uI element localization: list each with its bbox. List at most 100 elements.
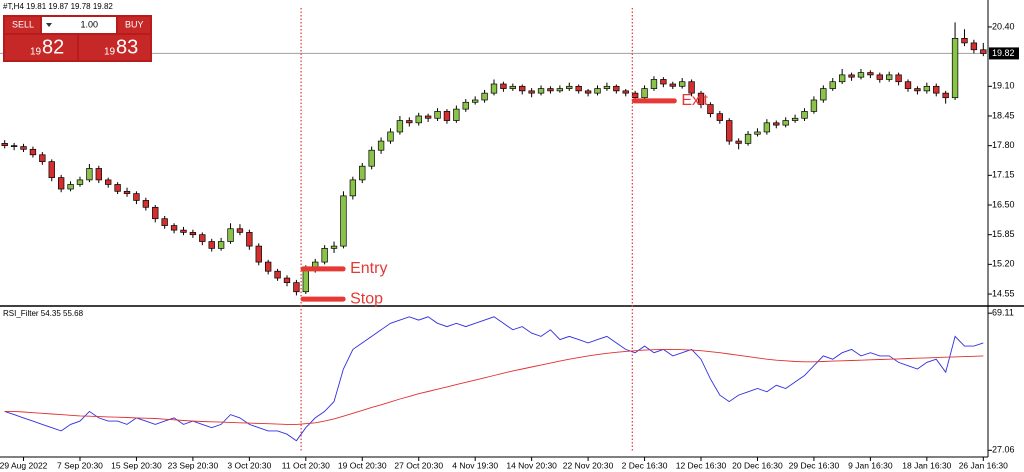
- candle-body: [537, 88, 545, 94]
- x-tick-label: 15 Sep 20:30: [111, 460, 162, 470]
- candle-body: [472, 99, 479, 103]
- candle-body: [424, 115, 432, 119]
- candle-body: [848, 74, 855, 78]
- candle-body: [490, 83, 498, 94]
- y-tick-label: 15.85: [992, 229, 1015, 239]
- x-tick-label: 19 Oct 20:30: [338, 460, 387, 470]
- candle-body: [180, 229, 187, 233]
- x-tick-label: 9 Jan 16:30: [848, 460, 893, 470]
- y-tick-label: 20.40: [992, 21, 1015, 31]
- candle-body: [820, 88, 827, 101]
- sell-button[interactable]: [5, 17, 40, 33]
- candle-body: [528, 90, 535, 94]
- candle-body: [791, 117, 799, 121]
- x-tick-label: 18 Jan 16:30: [902, 460, 951, 470]
- y-tick-label: 27.06: [992, 445, 1015, 455]
- sell-label: SELL: [12, 19, 34, 29]
- candle-body: [453, 108, 460, 121]
- candle-body: [10, 145, 18, 148]
- y-tick-label: 17.80: [992, 140, 1015, 150]
- x-tick-label: 3 Oct 20:30: [227, 460, 271, 470]
- candle-body: [199, 234, 206, 242]
- candle-body: [942, 92, 949, 99]
- candle-body: [86, 168, 93, 181]
- x-tick-label: 23 Sep 20:30: [168, 460, 219, 470]
- candle-body: [961, 38, 968, 44]
- y-tick-label: 19.10: [992, 81, 1015, 91]
- x-tick-label: 12 Dec 16:30: [676, 460, 727, 470]
- candle-body: [876, 74, 883, 80]
- indicator-title: RSI_Filter 54.35 55.68: [3, 309, 84, 318]
- volume-field[interactable]: [42, 17, 116, 33]
- candle-body: [980, 49, 987, 54]
- candle-body: [669, 83, 676, 87]
- candle-body: [707, 104, 714, 115]
- candle-body: [923, 85, 931, 92]
- x-tick-label: 7 Sep 20:30: [57, 460, 103, 470]
- candle-body: [368, 149, 375, 167]
- chart-title: #T,H4 19.81 19.87 19.78 19.82: [3, 2, 113, 11]
- buy-price-box[interactable]: [79, 35, 150, 60]
- x-tick-label: 29 Dec 16:30: [789, 460, 840, 470]
- candle-body: [735, 140, 742, 144]
- candle-body: [914, 88, 921, 92]
- candle-body: [217, 241, 225, 249]
- y-tick-label: 18.45: [992, 110, 1015, 120]
- candle-body: [726, 120, 733, 142]
- candle-body: [377, 140, 385, 151]
- candle-body: [349, 179, 357, 197]
- candle-body: [462, 101, 469, 110]
- candle-body: [406, 120, 413, 124]
- candle-body: [359, 165, 366, 181]
- candle-body: [20, 146, 27, 150]
- candle-body: [716, 113, 724, 121]
- annotation-label: Entry: [350, 260, 387, 277]
- x-tick-label: 27 Oct 20:30: [394, 460, 443, 470]
- candle-body: [39, 154, 46, 162]
- y-tick-label: 14.55: [992, 288, 1015, 298]
- buy-price-big: 83: [116, 36, 138, 58]
- candle-body: [744, 133, 752, 144]
- candle-body: [264, 261, 272, 272]
- candle-body: [584, 90, 592, 94]
- x-tick-label: 29 Aug 2022: [0, 460, 48, 470]
- candle-body: [48, 161, 55, 178]
- candle-body: [274, 270, 281, 279]
- candle-body: [566, 85, 573, 89]
- y-tick-label: 16.50: [992, 199, 1015, 209]
- candle-body: [603, 85, 611, 89]
- candle-body: [434, 111, 441, 119]
- candle-body: [857, 72, 865, 78]
- candle-body: [622, 90, 629, 94]
- annotation-label: Stop: [350, 290, 383, 307]
- candle-body: [133, 193, 140, 201]
- candle-body: [754, 131, 761, 135]
- buy-button[interactable]: [118, 17, 150, 33]
- candle-body: [631, 92, 639, 99]
- candle-body: [76, 179, 84, 185]
- annotation-label: Exit: [681, 92, 708, 109]
- x-tick-label: 11 Oct 20:30: [282, 460, 330, 470]
- sell-price-box[interactable]: [5, 35, 77, 60]
- y-tick-label: 69.11: [992, 308, 1014, 318]
- candle-body: [933, 85, 940, 94]
- buy-label: BUY: [125, 19, 144, 29]
- candle-body: [293, 282, 300, 293]
- candle-body: [904, 81, 912, 89]
- candle-body: [170, 225, 178, 231]
- candle-body: [838, 74, 846, 83]
- candle-body: [895, 74, 902, 83]
- candle-body: [782, 120, 789, 126]
- candle-body: [951, 38, 959, 99]
- candle-body: [208, 241, 215, 249]
- candle-body: [867, 72, 874, 76]
- volume-value: 1.00: [80, 19, 98, 29]
- candle-body: [396, 120, 404, 133]
- y-tick-label: 17.15: [992, 170, 1015, 180]
- candle-body: [246, 232, 253, 247]
- candle-body: [443, 111, 451, 121]
- candle-body: [519, 85, 526, 92]
- candle-body: [227, 228, 234, 242]
- candle-body: [650, 79, 658, 89]
